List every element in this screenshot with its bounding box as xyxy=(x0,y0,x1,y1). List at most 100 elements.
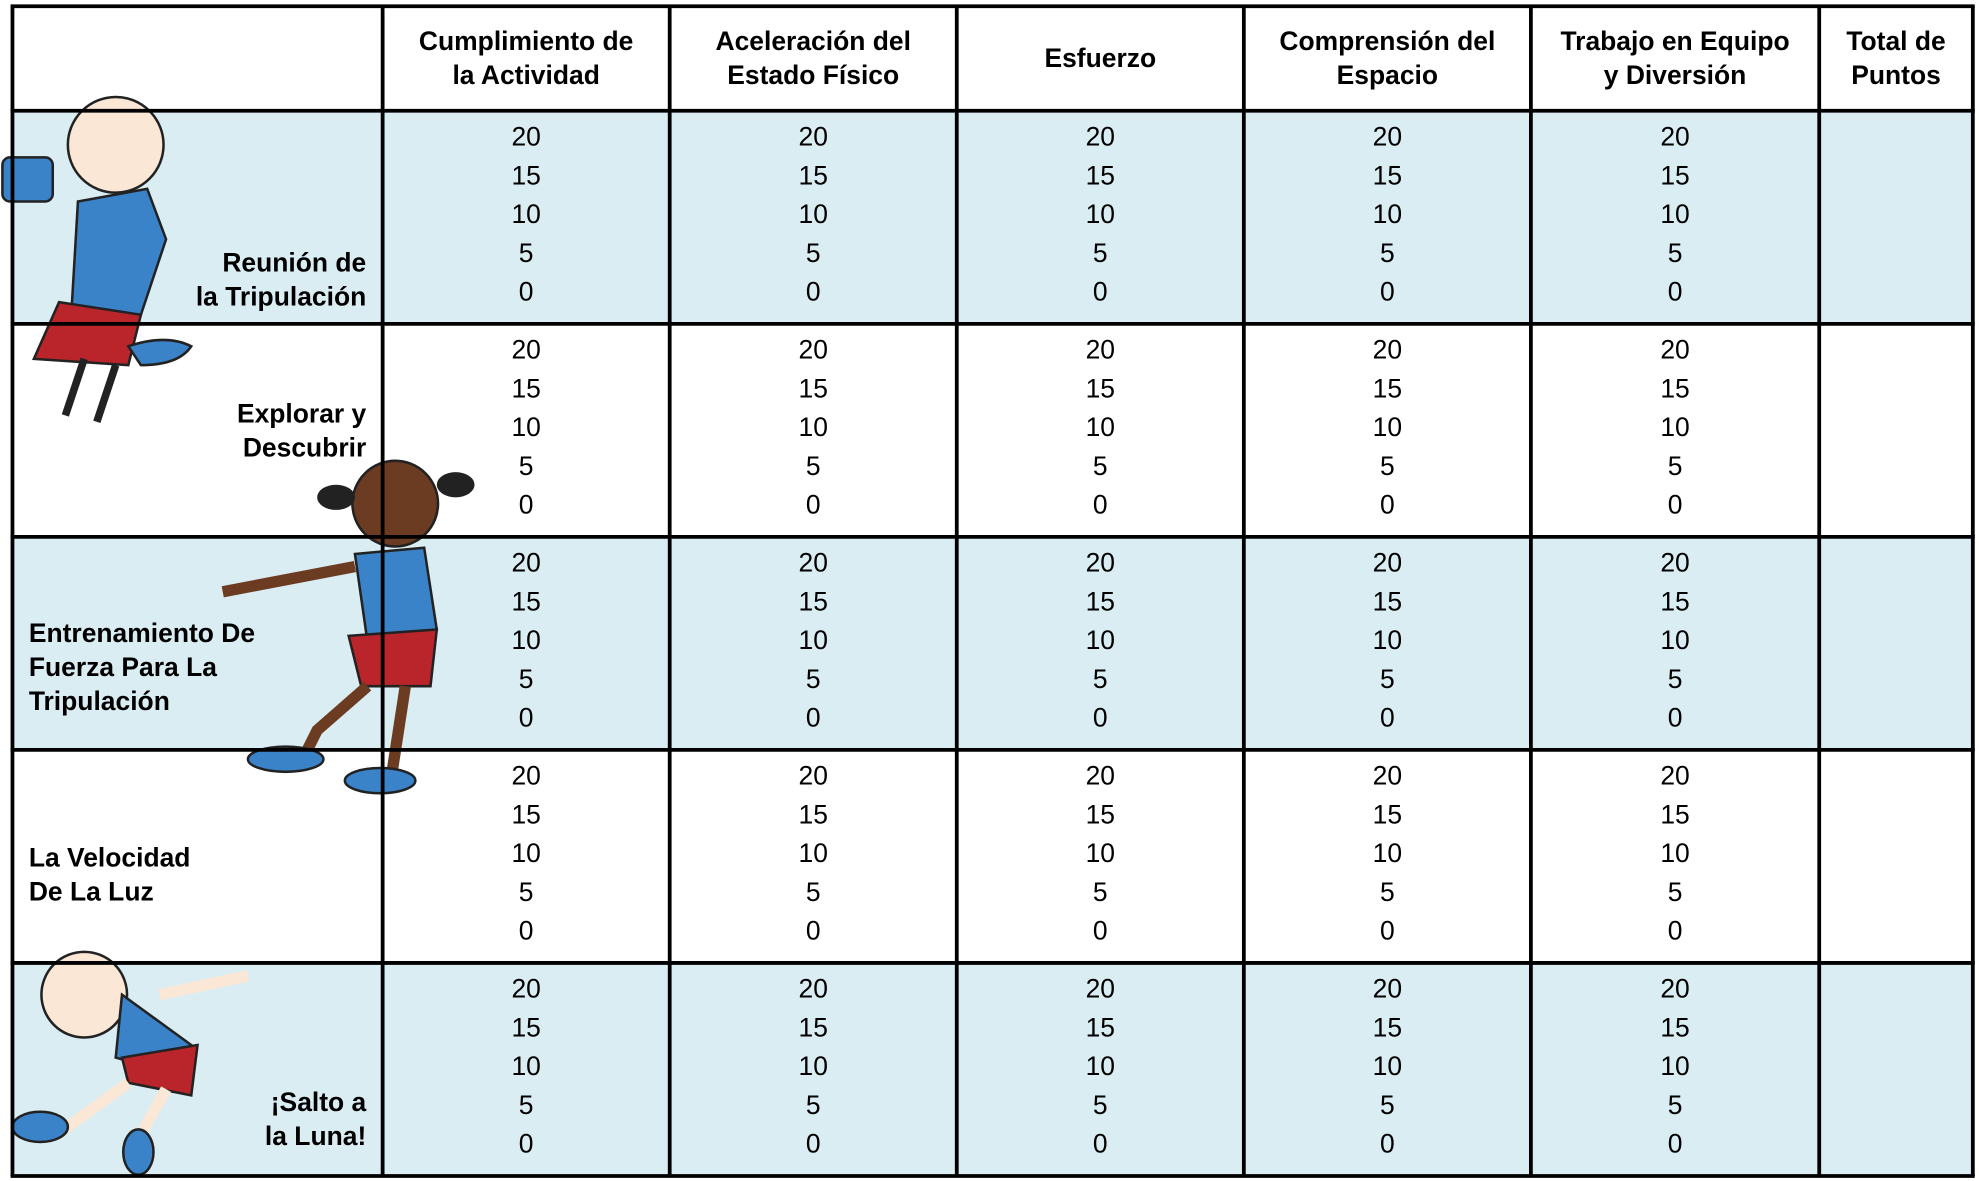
score-option: 5 xyxy=(519,238,534,268)
score-option: 15 xyxy=(1086,799,1115,829)
column-header: Espacio xyxy=(1337,60,1438,90)
score-option: 5 xyxy=(806,877,821,907)
score-option: 0 xyxy=(1093,916,1108,946)
score-option: 0 xyxy=(519,1129,534,1159)
score-option: 5 xyxy=(1093,238,1108,268)
score-option: 10 xyxy=(1373,412,1402,442)
row-label: la Luna! xyxy=(265,1121,366,1151)
score-option: 10 xyxy=(799,1051,828,1081)
column-header: la Actividad xyxy=(452,60,599,90)
score-option: 20 xyxy=(511,121,540,151)
boy-jumping xyxy=(11,950,250,1176)
score-option: 15 xyxy=(799,799,828,829)
score-option: 15 xyxy=(1660,373,1689,403)
score-option: 20 xyxy=(511,761,540,791)
score-option: 15 xyxy=(1086,373,1115,403)
score-option: 5 xyxy=(1093,664,1108,694)
score-option: 15 xyxy=(1373,1012,1402,1042)
boy-puzzle xyxy=(1,95,194,423)
score-option: 15 xyxy=(1660,1012,1689,1042)
score-option: 10 xyxy=(1086,1051,1115,1081)
score-option: 20 xyxy=(1660,974,1689,1004)
score-option: 10 xyxy=(511,838,540,868)
score-option: 10 xyxy=(1373,625,1402,655)
score-option: 15 xyxy=(1660,586,1689,616)
score-option: 20 xyxy=(1086,548,1115,578)
score-option: 10 xyxy=(1660,838,1689,868)
score-option: 0 xyxy=(1668,916,1683,946)
score-option: 5 xyxy=(519,877,534,907)
score-option: 0 xyxy=(519,916,534,946)
score-option: 5 xyxy=(1093,877,1108,907)
score-option: 0 xyxy=(806,1129,821,1159)
score-option: 20 xyxy=(1660,761,1689,791)
score-option: 10 xyxy=(799,199,828,229)
score-option: 20 xyxy=(1086,121,1115,151)
score-option: 15 xyxy=(1373,160,1402,190)
score-option: 20 xyxy=(799,761,828,791)
score-option: 10 xyxy=(1660,1051,1689,1081)
score-option: 20 xyxy=(1660,121,1689,151)
row-label: ¡Salto a xyxy=(271,1087,367,1117)
score-option: 10 xyxy=(1086,625,1115,655)
column-header: Aceleración del xyxy=(716,26,911,56)
score-option: 0 xyxy=(806,916,821,946)
grid xyxy=(10,4,1975,1178)
score-option: 15 xyxy=(511,1012,540,1042)
score-option: 5 xyxy=(519,664,534,694)
score-option: 10 xyxy=(1086,412,1115,442)
score-option: 10 xyxy=(1373,199,1402,229)
score-option: 10 xyxy=(1660,412,1689,442)
score-option: 5 xyxy=(519,451,534,481)
row-label: la Tripulación xyxy=(196,281,366,311)
score-option: 20 xyxy=(1373,974,1402,1004)
score-option: 5 xyxy=(1093,1090,1108,1120)
score-option: 20 xyxy=(1373,761,1402,791)
row-label: Fuerza Para La xyxy=(29,652,217,682)
score-option: 15 xyxy=(799,373,828,403)
texts: Cumplimiento de la Actividad Aceleración d… xyxy=(29,26,1946,1159)
score-option: 5 xyxy=(1380,238,1395,268)
score-option: 0 xyxy=(806,703,821,733)
row-label: La Velocidad xyxy=(29,842,191,872)
score-option: 20 xyxy=(1373,121,1402,151)
score-option: 10 xyxy=(799,838,828,868)
column-header: Estado Físico xyxy=(727,60,899,90)
score-option: 5 xyxy=(806,238,821,268)
score-option: 15 xyxy=(1373,799,1402,829)
illustrations xyxy=(1,95,475,1176)
column-header: Trabajo en Equipo xyxy=(1560,26,1789,56)
score-option: 5 xyxy=(1380,1090,1395,1120)
score-option: 5 xyxy=(806,451,821,481)
score-option: 10 xyxy=(511,199,540,229)
score-option: 20 xyxy=(1660,335,1689,365)
score-option: 0 xyxy=(1380,277,1395,307)
score-option: 20 xyxy=(799,335,828,365)
score-option: 0 xyxy=(1668,1129,1683,1159)
score-option: 15 xyxy=(1086,1012,1115,1042)
score-option: 10 xyxy=(511,1051,540,1081)
score-option: 20 xyxy=(511,335,540,365)
score-option: 0 xyxy=(519,490,534,520)
score-option: 5 xyxy=(1668,451,1683,481)
score-option: 10 xyxy=(799,625,828,655)
score-option: 5 xyxy=(519,1090,534,1120)
score-option: 0 xyxy=(1380,703,1395,733)
score-option: 15 xyxy=(1086,586,1115,616)
score-option: 20 xyxy=(799,974,828,1004)
score-option: 0 xyxy=(1668,703,1683,733)
score-option: 15 xyxy=(511,799,540,829)
score-option: 10 xyxy=(1373,838,1402,868)
score-option: 5 xyxy=(806,664,821,694)
score-option: 20 xyxy=(1373,548,1402,578)
score-option: 10 xyxy=(1660,199,1689,229)
score-option: 15 xyxy=(1086,160,1115,190)
score-option: 0 xyxy=(1668,277,1683,307)
row-label: Explorar y xyxy=(237,399,367,429)
score-option: 20 xyxy=(799,121,828,151)
column-header: y Diversión xyxy=(1604,60,1747,90)
score-option: 15 xyxy=(799,586,828,616)
girl-pointing xyxy=(221,459,475,795)
score-option: 5 xyxy=(1668,1090,1683,1120)
